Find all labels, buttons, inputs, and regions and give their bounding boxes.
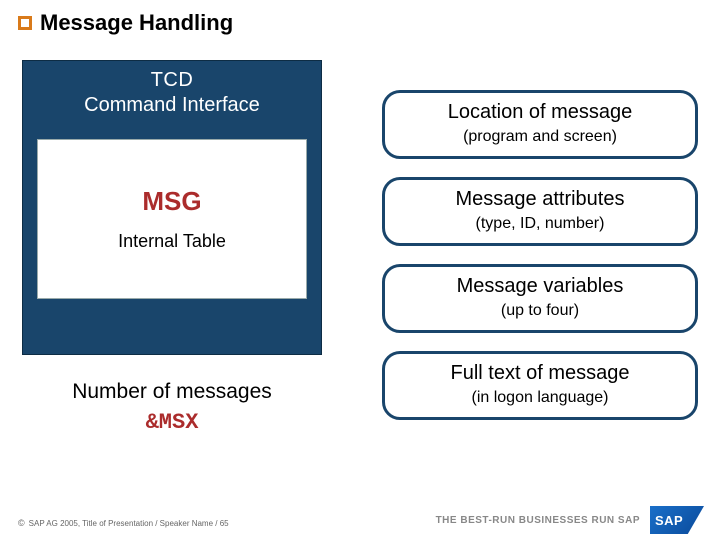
right-column: Location of message (program and screen)… <box>382 90 698 438</box>
internal-table-label: Internal Table <box>118 231 226 252</box>
info-sub: (program and screen) <box>391 128 689 146</box>
brand-area: THE BEST-RUN BUSINESSES RUN SAP SAP <box>436 506 704 534</box>
number-of-messages-title: Number of messages <box>22 380 322 404</box>
content-area: TCD Command Interface MSG Internal Table… <box>22 60 698 480</box>
copyright-icon: © <box>18 518 25 528</box>
tcd-heading-line2: Command Interface <box>23 94 321 117</box>
info-title: Full text of message <box>391 362 689 385</box>
info-box-fulltext: Full text of message (in logon language) <box>382 351 698 420</box>
tcd-command-interface-box: TCD Command Interface MSG Internal Table <box>22 60 322 355</box>
info-box-variables: Message variables (up to four) <box>382 264 698 333</box>
footer-text: SAP AG 2005, Title of Presentation / Spe… <box>29 519 229 528</box>
msg-internal-table-panel: MSG Internal Table <box>37 139 307 299</box>
msx-variable: &MSX <box>22 410 322 435</box>
title-row: Message Handling <box>18 10 233 36</box>
footer: © SAP AG 2005, Title of Presentation / S… <box>18 518 229 528</box>
info-box-location: Location of message (program and screen) <box>382 90 698 159</box>
info-sub: (in logon language) <box>391 389 689 407</box>
number-of-messages-group: Number of messages &MSX <box>22 380 322 435</box>
title-bullet-icon <box>18 16 32 30</box>
info-title: Message attributes <box>391 188 689 211</box>
sap-logo-text: SAP <box>655 513 683 528</box>
info-box-attributes: Message attributes (type, ID, number) <box>382 177 698 246</box>
info-sub: (type, ID, number) <box>391 215 689 233</box>
msg-label: MSG <box>142 186 201 217</box>
sap-tagline: THE BEST-RUN BUSINESSES RUN SAP <box>436 515 640 526</box>
sap-logo-icon: SAP <box>650 506 704 534</box>
info-title: Location of message <box>391 101 689 124</box>
left-column: TCD Command Interface MSG Internal Table… <box>22 60 322 355</box>
info-title: Message variables <box>391 275 689 298</box>
slide-title: Message Handling <box>40 10 233 36</box>
tcd-heading-line1: TCD <box>23 69 321 92</box>
info-sub: (up to four) <box>391 302 689 320</box>
slide: Message Handling TCD Command Interface M… <box>0 0 720 540</box>
